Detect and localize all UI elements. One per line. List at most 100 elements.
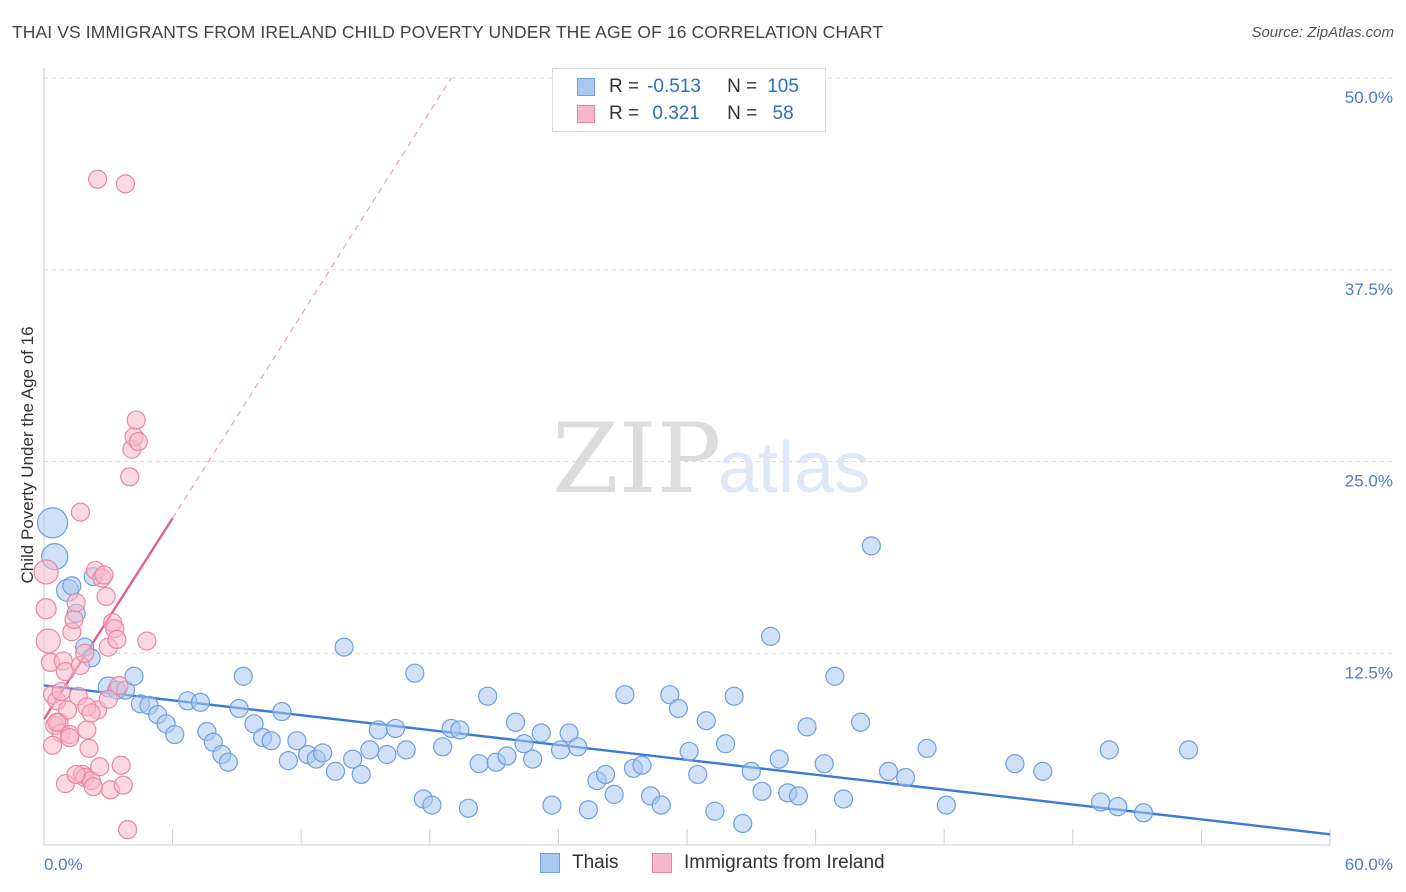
point-thais — [450, 720, 470, 740]
point-thais — [769, 749, 789, 769]
legend-n-label: N = — [727, 103, 758, 124]
x-tick-label: 60.0% — [1345, 855, 1393, 874]
point-thais — [36, 507, 69, 539]
legend-n-value: 58 — [767, 103, 794, 124]
y-tick-label: 37.5% — [1345, 280, 1393, 299]
bottom-legend-thais: Thais — [540, 852, 618, 874]
point-thais — [190, 692, 211, 712]
point-ireland — [35, 598, 57, 620]
chart-title: THAI VS IMMIGRANTS FROM IRELAND CHILD PO… — [12, 22, 884, 42]
point-thais — [229, 698, 249, 719]
bottom-legend-label-thais: Thais — [572, 852, 619, 873]
point-thais — [531, 723, 551, 743]
point-thais — [62, 576, 82, 596]
legend-r-value: 0.321 — [647, 103, 700, 124]
point-thais — [396, 740, 416, 760]
point-thais — [1133, 803, 1154, 823]
trend-line-ireland-extension — [172, 77, 452, 519]
legend-row-thais: R = -0.513 N = 105 — [577, 74, 799, 100]
point-ireland — [75, 643, 95, 663]
point-ireland — [77, 720, 97, 740]
point-thais — [368, 720, 388, 740]
y-axis-label: Child Poverty Under the Age of 16 — [18, 326, 37, 583]
point-thais — [233, 666, 253, 686]
point-thais — [343, 749, 363, 769]
point-ireland — [70, 502, 91, 522]
point-ireland — [33, 559, 59, 585]
point-thais — [1178, 740, 1199, 760]
point-thais — [334, 637, 354, 657]
point-thais — [1108, 797, 1128, 817]
point-ireland — [60, 728, 80, 748]
point-thais — [422, 795, 442, 815]
legend-r-value: -0.513 — [647, 76, 701, 97]
point-ireland — [35, 628, 61, 654]
point-ireland — [66, 764, 86, 785]
point-thais — [615, 685, 635, 705]
point-ireland — [96, 586, 116, 607]
point-thais — [668, 698, 689, 719]
point-thais — [760, 626, 781, 646]
point-thais — [244, 714, 264, 734]
legend-n-value: 105 — [767, 76, 799, 97]
point-thais — [733, 813, 753, 834]
point-thais — [688, 764, 708, 785]
source-label: Source: ZipAtlas.com — [1251, 24, 1394, 41]
point-ireland — [79, 738, 99, 758]
point-thais — [405, 663, 425, 683]
point-thais — [679, 741, 699, 762]
point-thais — [660, 685, 680, 705]
point-ireland — [51, 681, 71, 702]
point-thais — [272, 701, 292, 722]
point-ireland — [64, 609, 84, 630]
point-thais — [578, 800, 599, 820]
point-thais — [651, 795, 671, 815]
point-ireland — [81, 703, 101, 723]
grid-lines — [44, 77, 1392, 654]
y-tick-label: 50.0% — [1345, 88, 1393, 107]
point-thais — [523, 749, 543, 769]
point-thais — [278, 751, 298, 771]
point-ireland — [57, 700, 78, 720]
point-thais — [261, 731, 281, 751]
point-thais — [595, 764, 616, 785]
point-ireland — [128, 431, 148, 452]
point-ireland — [66, 593, 86, 613]
point-thais — [377, 744, 397, 765]
point-thais — [351, 764, 371, 785]
point-thais — [542, 795, 562, 815]
point-ireland — [90, 757, 110, 777]
point-thais — [497, 746, 517, 766]
point-thais — [505, 712, 526, 732]
point-ireland — [113, 775, 133, 795]
point-thais — [724, 686, 744, 706]
point-thais — [1099, 740, 1119, 760]
legend-r-label: R = — [609, 76, 640, 97]
legend-r-label: R = — [609, 103, 640, 124]
point-thais — [715, 734, 736, 754]
point-thais — [287, 731, 307, 751]
point-thais — [550, 740, 571, 760]
point-thais — [825, 666, 845, 686]
axes — [43, 68, 1331, 846]
bottom-legend-swatch-thais — [540, 853, 560, 873]
point-thais — [458, 798, 478, 818]
point-thais — [861, 536, 881, 556]
point-thais — [124, 666, 144, 686]
data-points — [33, 169, 1199, 840]
point-thais — [788, 786, 809, 806]
point-thais — [833, 789, 854, 809]
point-ireland — [126, 410, 146, 430]
legend-swatch-thais — [577, 78, 595, 96]
point-thais — [705, 801, 725, 821]
point-thais — [604, 784, 624, 804]
point-ireland — [87, 169, 108, 189]
point-thais — [1091, 792, 1111, 812]
point-thais — [896, 767, 916, 788]
point-ireland — [120, 467, 140, 487]
point-ireland — [107, 629, 127, 650]
point-ireland — [42, 735, 63, 755]
y-tick-label: 12.5% — [1345, 663, 1393, 682]
point-ireland — [111, 755, 131, 775]
